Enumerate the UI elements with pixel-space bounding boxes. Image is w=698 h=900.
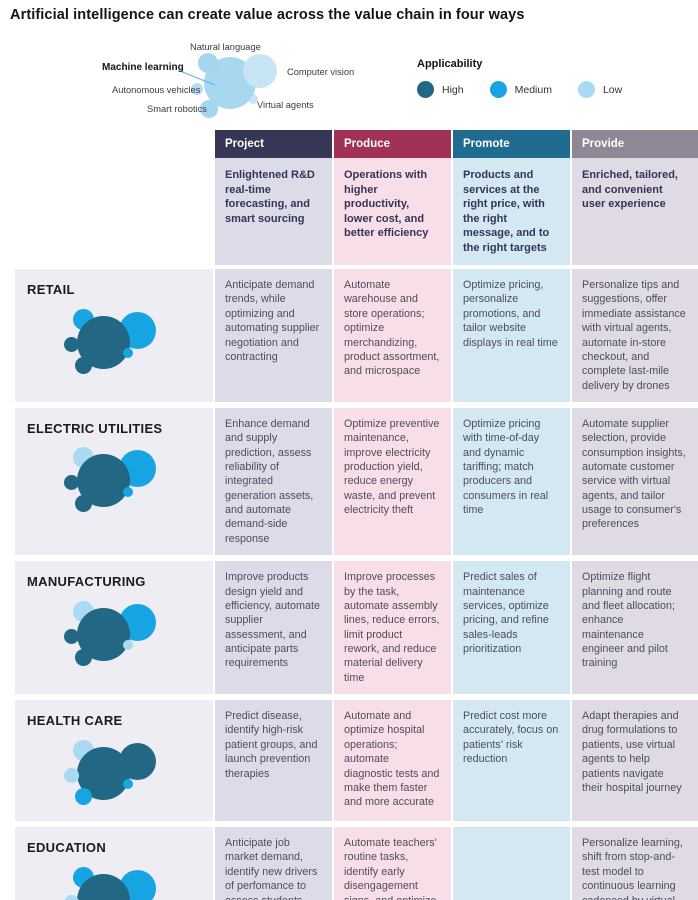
- cell-retail-provide: Personalize tips and suggestions, offer …: [572, 269, 698, 402]
- table-row-manufacturing: MANUFACTURING Improve products design yie…: [15, 561, 698, 695]
- sector-label-retail: RETAIL: [27, 282, 75, 298]
- applicability-bubble-cluster-retail: [55, 303, 165, 388]
- sector-label-health-care: HEALTH CARE: [27, 713, 123, 729]
- cell-education-promote: [453, 827, 570, 900]
- cell-retail-project: Anticipate demand trends, while optimizi…: [215, 269, 332, 402]
- table-description-band: Enlightened R&D real-time forecasting, a…: [15, 158, 698, 266]
- natural-language-icon: [198, 53, 218, 73]
- sector-cell-manufacturing: MANUFACTURING: [15, 561, 213, 695]
- applicability-item-low: Low: [577, 81, 623, 98]
- smart-robotics-bubble-icon: [74, 356, 92, 374]
- column-description-project: Enlightened R&D real-time forecasting, a…: [215, 158, 332, 266]
- cell-electric-utilities-produce: Optimize preventive maintenance, improve…: [334, 407, 451, 556]
- autonomous-vehicles-label: Autonomous vehicles: [112, 85, 201, 95]
- column-header-produce: Produce: [334, 130, 451, 158]
- cell-electric-utilities-provide: Automate supplier selection, provide con…: [572, 407, 698, 556]
- sector-cell-education: EDUCATION: [15, 827, 213, 900]
- column-header-provide: Provide: [572, 130, 698, 158]
- applicability-low-label: Low: [602, 83, 623, 96]
- applicability-item-medium: Medium: [489, 81, 552, 98]
- computer-vision-icon: [243, 54, 277, 88]
- cell-retail-produce: Automate warehouse and store operations;…: [334, 269, 451, 402]
- value-chain-table: Project Produce Promote Provide Enlightened…: [15, 130, 698, 900]
- cell-education-produce: Automate teachers' routine tasks, identi…: [334, 827, 451, 900]
- table-row-health-care: HEALTH CARE Predict disease, identify hig…: [15, 700, 698, 822]
- cell-manufacturing-produce: Improve processes by the task, automate …: [334, 561, 451, 695]
- applicability-high-dot-icon: [417, 81, 434, 98]
- cell-health-care-provide: Adapt therapies and drug formulations to…: [572, 700, 698, 822]
- machine-learning-label: Machine learning: [102, 62, 184, 73]
- virtual-agents-label: Virtual agents: [257, 100, 314, 110]
- applicability-bubble-cluster-education: [55, 861, 165, 900]
- description-spacer: [15, 158, 213, 265]
- cell-electric-utilities-promote: Optimize pricing with time-of-day and dy…: [453, 407, 570, 556]
- autonomous-vehicles-bubble-icon: [63, 894, 79, 900]
- table-row-retail: RETAIL Anticipate demand trends, while op…: [15, 269, 698, 402]
- cell-manufacturing-provide: Optimize flight planning and route and f…: [572, 561, 698, 695]
- table-row-education: EDUCATION Anticipate job market demand, i…: [15, 827, 698, 900]
- cell-education-provide: Personalize learning, shift from stop-an…: [572, 827, 698, 900]
- sector-cell-health-care: HEALTH CARE: [15, 700, 213, 822]
- virtual-agents-bubble-icon: [123, 779, 133, 790]
- applicability-legend-title: Applicability: [417, 58, 483, 70]
- virtual-agents-bubble-icon: [123, 486, 133, 497]
- cell-education-project: Anticipate job market demand, identify n…: [215, 827, 332, 900]
- table-row-electric-utilities: ELECTRIC UTILITIES Enhance demand and sup…: [15, 407, 698, 556]
- technology-bubble-diagram: Natural language Machine learning Computer…: [90, 38, 370, 130]
- smart-robotics-label: Smart robotics: [147, 104, 207, 114]
- natural-language-label: Natural language: [190, 42, 261, 52]
- cell-manufacturing-promote: Predict sales of maintenance services, o…: [453, 561, 570, 695]
- column-description-promote: Products and services at the right price…: [453, 158, 570, 266]
- column-header-promote: Promote: [453, 130, 570, 158]
- applicability-bubble-cluster-manufacturing: [55, 595, 165, 680]
- header-spacer: [15, 130, 213, 158]
- smart-robotics-bubble-icon: [74, 495, 92, 513]
- autonomous-vehicles-bubble-icon: [63, 336, 79, 352]
- applicability-medium-label: Medium: [514, 83, 552, 96]
- table-header-band: Project Produce Promote Provide: [15, 130, 698, 158]
- applicability-item-high: High: [417, 81, 464, 98]
- autonomous-vehicles-bubble-icon: [63, 475, 79, 491]
- sector-label-electric-utilities: ELECTRIC UTILITIES: [27, 420, 163, 436]
- applicability-medium-dot-icon: [489, 81, 507, 98]
- cell-manufacturing-project: Improve products design yield and effici…: [215, 561, 332, 695]
- column-header-project: Project: [215, 130, 332, 158]
- cell-health-care-produce: Automate and optimize hospital operation…: [334, 700, 451, 822]
- autonomous-vehicles-bubble-icon: [63, 628, 79, 644]
- sector-cell-retail: RETAIL: [15, 269, 213, 402]
- cell-health-care-project: Predict disease, identify high-risk pati…: [215, 700, 332, 822]
- smart-robotics-bubble-icon: [74, 648, 92, 666]
- sector-cell-electric-utilities: ELECTRIC UTILITIES: [15, 407, 213, 556]
- column-description-provide: Enriched, tailored, and convenient user …: [572, 158, 698, 266]
- applicability-high-label: High: [442, 83, 464, 96]
- applicability-legend-items: High Medium Low: [417, 81, 647, 98]
- autonomous-vehicles-bubble-icon: [63, 767, 79, 783]
- applicability-bubble-cluster-electric-utilities: [55, 442, 165, 527]
- smart-robotics-icon: [200, 100, 218, 118]
- page-title: Artificial intelligence can create value…: [10, 7, 525, 23]
- virtual-agents-bubble-icon: [123, 640, 133, 651]
- sector-label-manufacturing: MANUFACTURING: [27, 574, 146, 590]
- autonomous-vehicles-icon: [191, 83, 203, 95]
- column-description-produce: Operations with higher productivity, low…: [334, 158, 451, 266]
- cell-retail-promote: Optimize pricing, personalize promotions…: [453, 269, 570, 402]
- computer-vision-label: Computer vision: [287, 67, 355, 77]
- cell-electric-utilities-project: Enhance demand and supply prediction, as…: [215, 407, 332, 556]
- cell-health-care-promote: Predict cost more accurately, focus on p…: [453, 700, 570, 822]
- virtual-agents-bubble-icon: [123, 348, 133, 359]
- virtual-agents-icon: [248, 94, 258, 104]
- sector-label-education: EDUCATION: [27, 840, 107, 856]
- smart-robotics-bubble-icon: [74, 787, 92, 805]
- legend-section: Natural language Machine learning Computer…: [0, 38, 698, 130]
- applicability-low-dot-icon: [577, 81, 595, 98]
- applicability-bubble-cluster-health-care: [55, 734, 165, 819]
- table-rows: RETAIL Anticipate demand trends, while op…: [15, 269, 698, 900]
- applicability-legend: Applicability High Medium Low: [417, 58, 647, 98]
